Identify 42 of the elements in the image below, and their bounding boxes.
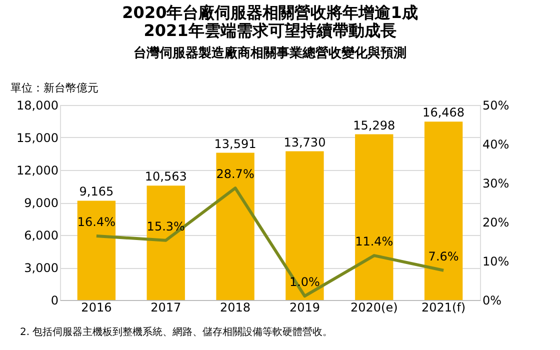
bar — [286, 151, 324, 300]
y2-tick-label: 20% — [482, 216, 510, 230]
y-tick-label: 18,000 — [16, 98, 58, 112]
y-tick-label: 3,000 — [24, 261, 58, 275]
bar — [216, 152, 254, 300]
bar — [77, 200, 116, 300]
text: 2020年台廠伺服器相關營收將年增逾1成 — [122, 3, 418, 22]
text: 2. 包括伺服器主機板到整機系統、網路、儲存相關設備等軟硬體營收。 — [20, 326, 333, 338]
x-tick-label: 2018 — [220, 300, 251, 314]
data-label: 10,563 — [144, 170, 187, 184]
y2-tick-label: 50% — [482, 98, 510, 112]
data-label: 13,730 — [284, 135, 326, 150]
text: 2021年雲端需求可望持續帶動成長 — [144, 21, 396, 40]
y-tick-label: 12,000 — [16, 164, 58, 178]
bar — [355, 134, 394, 300]
y2-tick-label: 40% — [482, 138, 510, 152]
y-axis-title: 單位：新台幣億元 — [10, 82, 98, 94]
bar — [424, 122, 463, 300]
x-tick-label: 2019 — [289, 300, 320, 314]
y2-tick-label: 0% — [482, 294, 502, 308]
data-label: 13,591 — [214, 136, 256, 151]
data-label: 7.6% — [428, 249, 459, 264]
y2-tick-label: 10% — [482, 254, 510, 268]
y-tick-label: 9,000 — [24, 196, 58, 210]
y-tick-label: 6,000 — [24, 228, 58, 242]
x-tick-label: 2016 — [81, 300, 112, 314]
data-label: 11.4% — [355, 234, 394, 249]
data-label: 1.0% — [289, 275, 320, 290]
data-label: 15,298 — [353, 118, 396, 132]
chart-subtitle: 台灣伺服器製造廠商相關事業總營收變化與預測 — [134, 45, 406, 61]
data-label: 15.3% — [146, 219, 185, 234]
x-tick-label: 2017 — [150, 300, 182, 314]
bar — [146, 186, 185, 300]
y-tick-label: 0 — [50, 294, 58, 308]
data-label: 9,165 — [79, 184, 114, 199]
data-label: 28.7% — [216, 167, 254, 182]
x-tick-label: 2020(e) — [350, 300, 398, 314]
y2-tick-label: 30% — [482, 176, 510, 190]
y-tick-label: 15,000 — [16, 131, 58, 145]
data-label: 16,468 — [422, 106, 465, 120]
x-tick-label: 2021(f) — [421, 300, 466, 314]
data-label: 16.4% — [77, 215, 116, 230]
